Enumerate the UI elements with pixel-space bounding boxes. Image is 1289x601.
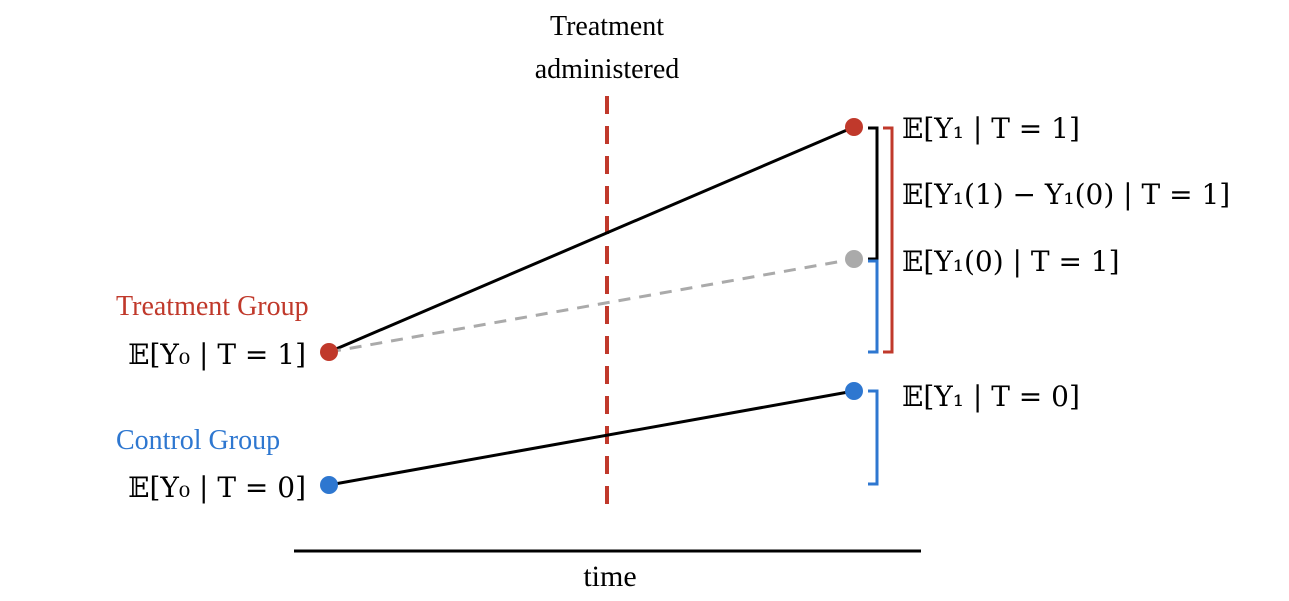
control-trend-line xyxy=(328,389,855,487)
counterfactual-gap-bracket xyxy=(868,259,879,354)
treatment-administered-label-line2: administered xyxy=(535,54,680,85)
control-group-label: Control Group xyxy=(116,425,280,456)
control-end-point xyxy=(845,382,863,400)
treatment-end-point xyxy=(845,118,863,136)
control-start-expr: 𝔼[Y₀ | T = 0] xyxy=(128,471,306,504)
treatment-start-point xyxy=(320,343,338,361)
treatment-start-expr: 𝔼[Y₀ | T = 1] xyxy=(128,338,306,371)
counterfactual-trend-line xyxy=(328,257,855,354)
treatment-administered-label-line1: Treatment xyxy=(550,11,664,42)
treated-observed-expr: 𝔼[Y₁ | T = 1] xyxy=(902,112,1080,145)
treatment-group-label: Treatment Group xyxy=(116,291,309,322)
control-gap-bracket xyxy=(868,389,879,486)
time-axis-label: time xyxy=(583,560,636,593)
effect-bracket xyxy=(868,126,879,261)
effect-expr: 𝔼[Y₁(1) − Y₁(0) | T = 1] xyxy=(902,178,1230,211)
control-observed-expr: 𝔼[Y₁ | T = 0] xyxy=(902,380,1080,413)
control-start-point xyxy=(320,476,338,494)
treatment-trend-line xyxy=(328,125,855,354)
counterfactual-expr: 𝔼[Y₁(0) | T = 1] xyxy=(902,245,1120,278)
counterfactual-end-point xyxy=(845,250,863,268)
total-difference-bracket xyxy=(883,126,894,354)
